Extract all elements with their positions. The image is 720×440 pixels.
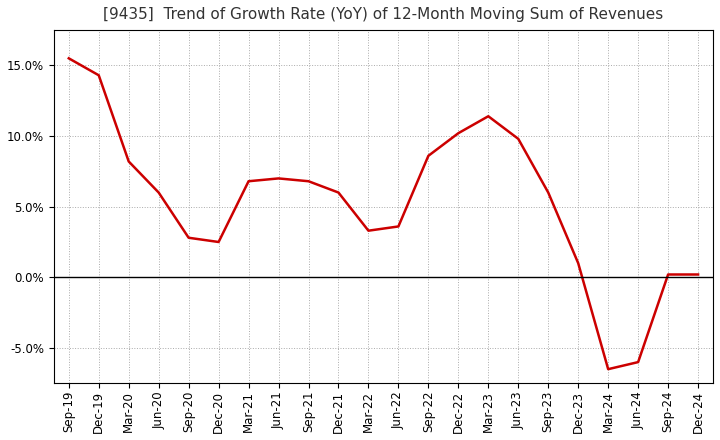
- Title: [9435]  Trend of Growth Rate (YoY) of 12-Month Moving Sum of Revenues: [9435] Trend of Growth Rate (YoY) of 12-…: [103, 7, 664, 22]
